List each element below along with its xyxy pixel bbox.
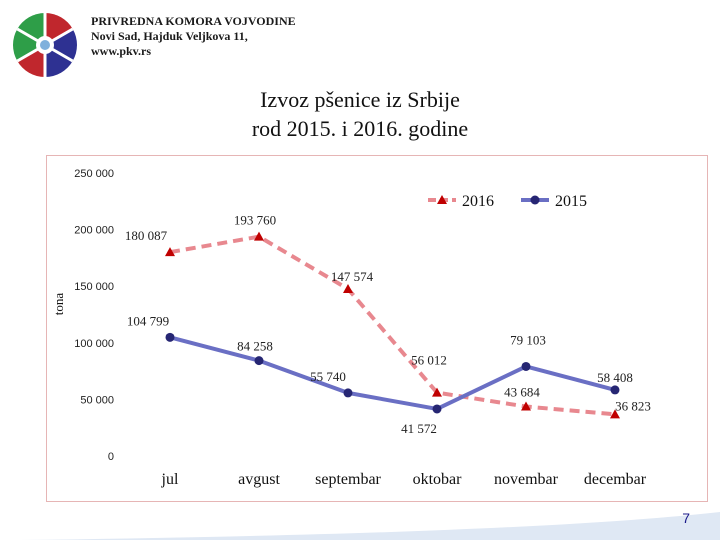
data-label: 43 684	[504, 385, 540, 400]
y-tick-label: 150 000	[74, 281, 114, 293]
title-line-1: Izvoz pšenice iz Srbije	[260, 87, 460, 112]
legend-label: 2015	[555, 193, 587, 210]
data-point	[432, 404, 442, 414]
data-point	[343, 388, 353, 398]
y-tick-label: 200 000	[74, 225, 114, 237]
legend-marker	[437, 195, 447, 204]
data-label: 41 572	[401, 421, 437, 436]
org-address: Novi Sad, Hajduk Veljkova 11,	[91, 29, 248, 43]
data-point	[165, 332, 175, 342]
header: PRIVREDNA KOMORA VOJVODINE Novi Sad, Haj…	[0, 0, 720, 80]
data-label: 56 012	[411, 353, 447, 368]
organization-info: PRIVREDNA KOMORA VOJVODINE Novi Sad, Haj…	[91, 14, 296, 59]
page-title: Izvoz pšenice iz Srbije rod 2015. i 2016…	[0, 85, 720, 143]
x-tick-label: septembar	[315, 471, 381, 488]
y-axis-label: tona	[51, 293, 66, 316]
data-label: 79 103	[510, 332, 546, 347]
data-point	[254, 231, 264, 241]
legend-label: 2016	[462, 193, 494, 210]
x-tick-label: jul	[161, 471, 179, 488]
y-tick-label: 50 000	[80, 394, 114, 406]
title-line-2: rod 2015. i 2016. godine	[251, 116, 469, 141]
data-label: 180 087	[125, 228, 168, 243]
data-label: 55 740	[310, 369, 346, 384]
data-point	[432, 387, 442, 397]
data-point	[254, 356, 264, 366]
data-point	[521, 361, 531, 371]
x-tick-label: novembar	[494, 471, 559, 488]
page-number-corner: 7	[20, 510, 720, 540]
page-number: 7	[682, 510, 690, 526]
y-tick-label: 0	[108, 451, 114, 463]
series-line-2016	[169, 234, 616, 417]
y-tick-label: 250 000	[74, 168, 114, 180]
data-point	[610, 409, 620, 419]
series-line-2015	[169, 335, 616, 411]
data-label: 193 760	[234, 213, 276, 228]
data-label: 104 799	[127, 313, 169, 328]
pkv-logo-icon	[13, 13, 77, 77]
data-point	[165, 247, 175, 257]
x-tick-label: decembar	[584, 471, 647, 488]
data-point	[343, 283, 353, 293]
data-label: 36 823	[615, 398, 651, 413]
chart-frame	[46, 155, 708, 502]
data-point	[610, 385, 620, 395]
org-name: PRIVREDNA KOMORA VOJVODINE	[91, 14, 296, 28]
x-tick-label: avgust	[238, 471, 280, 488]
org-website[interactable]: www.pkv.rs	[91, 44, 152, 58]
legend-marker	[530, 195, 540, 205]
data-label: 84 258	[237, 339, 273, 354]
data-label: 147 574	[331, 269, 374, 284]
data-point	[521, 401, 531, 411]
y-tick-label: 100 000	[74, 338, 114, 350]
corner-decoration	[20, 512, 720, 540]
x-tick-label: oktobar	[413, 471, 463, 488]
data-label: 58 408	[597, 370, 633, 385]
